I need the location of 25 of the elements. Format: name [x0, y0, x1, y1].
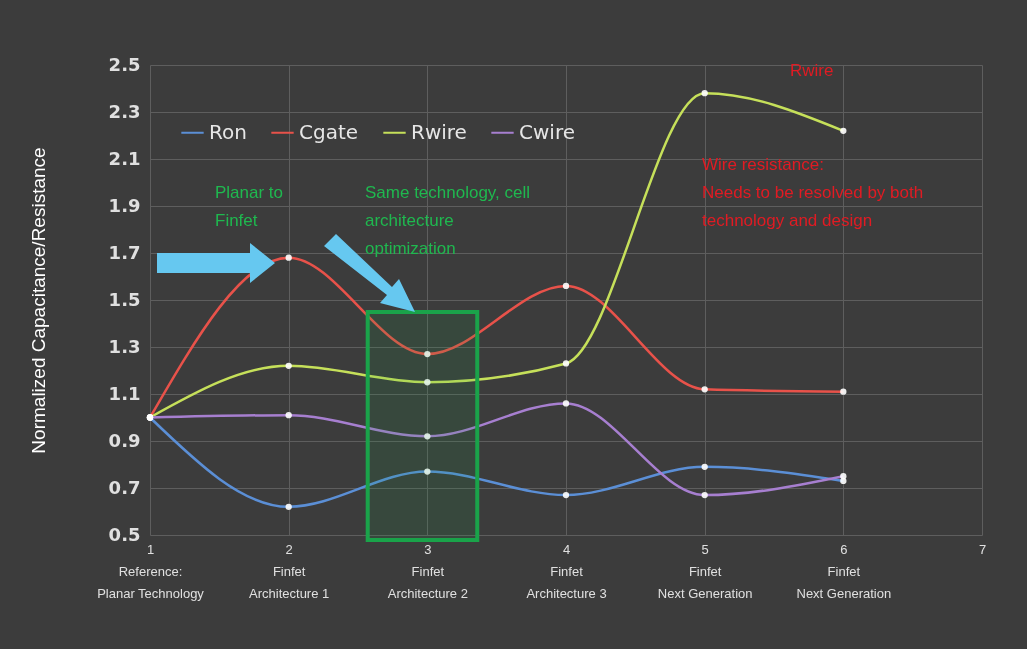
annotation: Planar to Finfet: [215, 183, 284, 230]
x-tick-label: 2 Finfet Architecture 1: [249, 541, 330, 601]
x-tick-label: 6 Finfet Next Generation: [796, 541, 892, 601]
x-tick-label: 3 Finfet Architecture 2: [387, 541, 468, 601]
x-tick-label: 7: [978, 541, 987, 557]
y-tick-label: 1.7: [108, 241, 141, 263]
y-tick-label: 2.5: [108, 53, 141, 75]
annotation: Wire resistance: Needs to be resolved by both technology and design: [702, 155, 924, 230]
annotation: Rwire: [790, 61, 834, 80]
y-tick-label: 1.9: [108, 194, 141, 216]
y-tick-label: 0.7: [108, 476, 141, 498]
y-tick-label: 1.1: [108, 382, 141, 404]
y-tick-label: 2.3: [108, 100, 141, 122]
y-axis-title: Normalized Capacitance/Resistance: [27, 147, 49, 454]
y-tick-label: 0.9: [108, 429, 141, 451]
x-tick-label: 5 Finfet Next Generation: [657, 541, 753, 601]
y-tick-label: 1.5: [108, 288, 141, 310]
legend-label: Rwire: [411, 119, 467, 144]
x-tick-label: 4 Finfet Architecture 3: [526, 541, 607, 601]
y-tick-label: 2.1: [108, 147, 141, 169]
legend-label: Cgate: [299, 119, 359, 144]
y-tick-label: 1.3: [108, 335, 141, 357]
annotation: Same technology, cell architecture optimization: [365, 183, 531, 258]
legend-label: Ron: [209, 119, 247, 144]
legend-label: Cwire: [519, 119, 575, 144]
